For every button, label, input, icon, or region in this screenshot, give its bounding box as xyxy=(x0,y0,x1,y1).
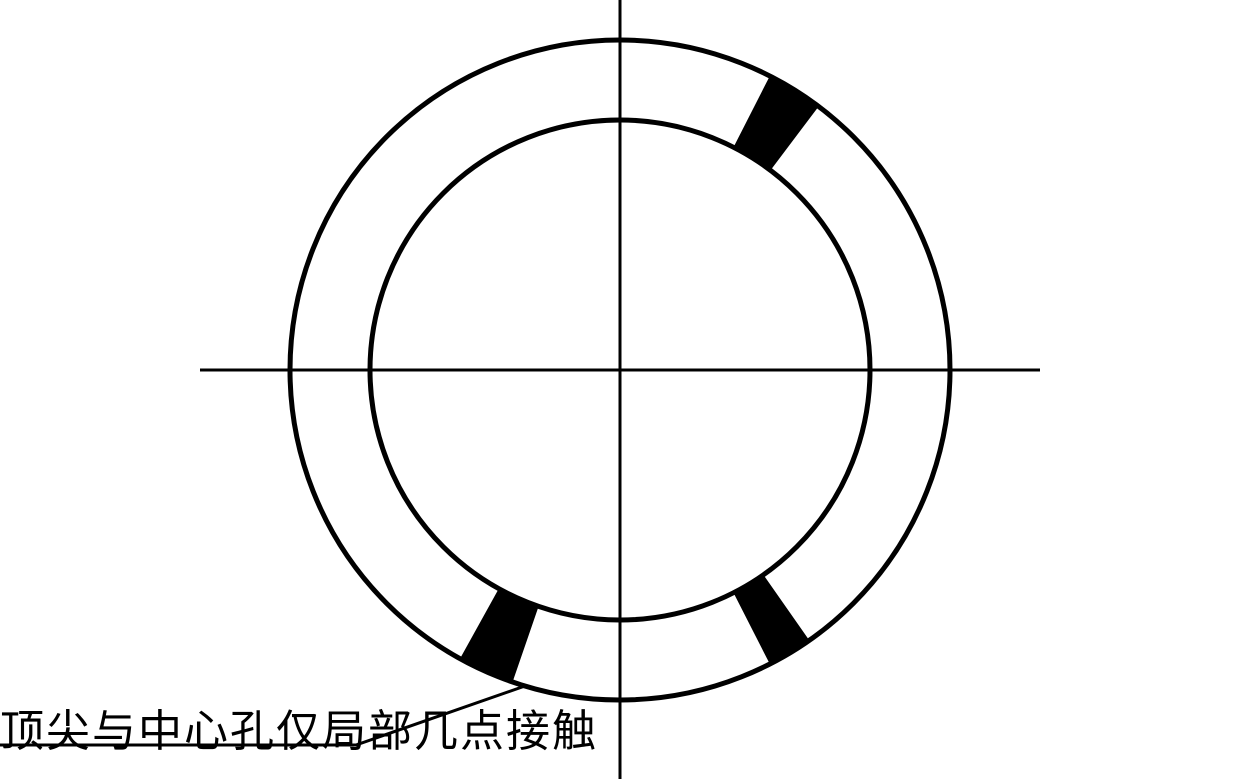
contact-point-1 xyxy=(460,589,539,682)
mechanical-diagram-svg xyxy=(0,0,1239,779)
diagram-container: 顶尖与中心孔仅局部几点接触 xyxy=(0,0,1239,779)
contact-description-label: 顶尖与中心孔仅局部几点接触 xyxy=(0,695,598,759)
